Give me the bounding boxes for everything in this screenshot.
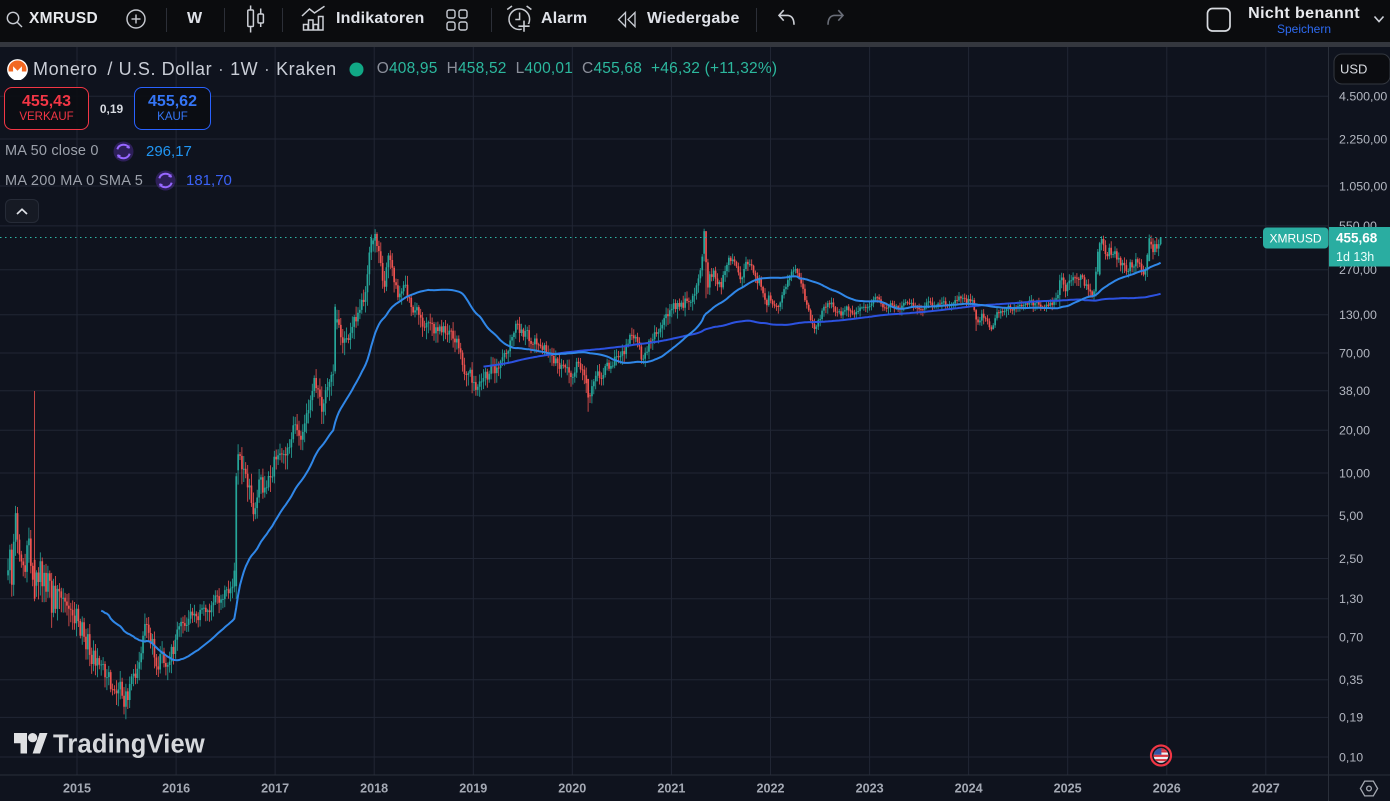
svg-text:2,50: 2,50 <box>1339 552 1363 566</box>
svg-text:2016: 2016 <box>162 782 190 796</box>
svg-text:2018: 2018 <box>360 782 388 796</box>
svg-text:2020: 2020 <box>558 782 586 796</box>
svg-text:0,70: 0,70 <box>1339 630 1363 644</box>
svg-text:1d 13h: 1d 13h <box>1336 250 1374 264</box>
svg-text:70,00: 70,00 <box>1339 346 1370 360</box>
svg-text:5,00: 5,00 <box>1339 509 1363 523</box>
svg-text:4.500,00: 4.500,00 <box>1339 90 1387 104</box>
svg-text:USD: USD <box>1340 62 1367 77</box>
svg-text:0,19: 0,19 <box>1339 711 1363 725</box>
svg-text:2026: 2026 <box>1153 782 1181 796</box>
svg-text:2019: 2019 <box>459 782 487 796</box>
svg-text:XMRUSD: XMRUSD <box>1269 231 1321 245</box>
svg-text:38,00: 38,00 <box>1339 384 1370 398</box>
svg-text:2025: 2025 <box>1054 782 1082 796</box>
svg-text:2027: 2027 <box>1252 782 1280 796</box>
svg-text:10,00: 10,00 <box>1339 466 1370 480</box>
svg-text:2015: 2015 <box>63 782 91 796</box>
svg-text:2023: 2023 <box>856 782 884 796</box>
svg-text:20,00: 20,00 <box>1339 424 1370 438</box>
svg-text:2017: 2017 <box>261 782 289 796</box>
svg-text:2.250,00: 2.250,00 <box>1339 132 1387 146</box>
svg-text:2022: 2022 <box>756 782 784 796</box>
svg-text:2021: 2021 <box>657 782 685 796</box>
svg-text:TradingView: TradingView <box>53 731 205 759</box>
svg-text:130,00: 130,00 <box>1339 308 1377 322</box>
svg-text:0,35: 0,35 <box>1339 673 1363 687</box>
svg-text:1,30: 1,30 <box>1339 592 1363 606</box>
svg-text:1.050,00: 1.050,00 <box>1339 179 1387 193</box>
svg-text:0,10: 0,10 <box>1339 750 1363 764</box>
svg-text:2024: 2024 <box>955 782 983 796</box>
svg-text:455,68: 455,68 <box>1336 231 1378 246</box>
